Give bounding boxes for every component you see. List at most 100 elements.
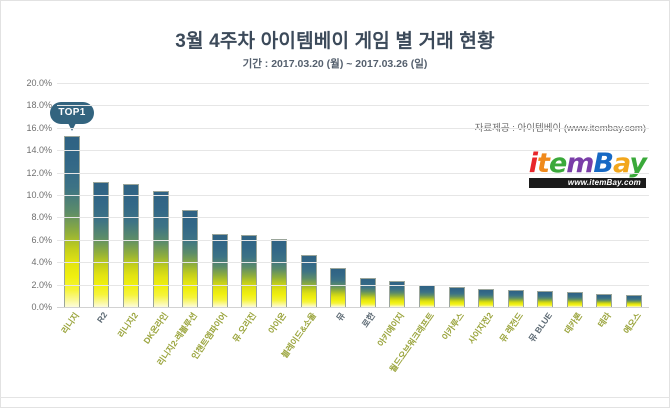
bar[interactable]	[300, 255, 317, 307]
plot-area: TOP1	[50, 83, 649, 308]
x-axis-tick-label: 뮤 오리진	[230, 310, 259, 344]
y-axis-tick-label: 0.0%	[31, 302, 52, 312]
bar[interactable]	[211, 234, 228, 307]
logo-letter-t: t	[537, 148, 550, 179]
y-axis-tick-label: 18.0%	[26, 100, 52, 111]
bar[interactable]	[478, 289, 495, 307]
bar-column[interactable]	[146, 83, 176, 307]
x-axis-label-cell: 로한	[353, 308, 383, 394]
x-axis-labels: 리니지 R2 리니지2 DK온라인 리니지2-레볼루션 인챈트엠파이어 뮤 오리진 아이온 블레…	[57, 308, 649, 394]
logo-letter-m: m	[566, 148, 594, 179]
bar[interactable]	[330, 267, 347, 307]
bar-column[interactable]	[471, 83, 501, 307]
x-axis-tick-label: 로한	[359, 310, 377, 330]
bar[interactable]	[507, 290, 524, 307]
gridline	[57, 195, 649, 196]
x-axis-label-cell: 뮤 레전드	[497, 308, 531, 394]
y-axis-tick-label: 12.0%	[26, 167, 52, 178]
bar-column[interactable]	[501, 83, 531, 307]
x-axis-label-cell: 블레이드&소울	[279, 308, 324, 394]
bar-series: TOP1	[50, 83, 649, 307]
bar-column[interactable]	[205, 83, 235, 307]
bar[interactable]	[596, 293, 613, 307]
bar[interactable]	[182, 209, 199, 307]
logo-url: www.itemBay.com	[528, 178, 646, 188]
bar-column[interactable]	[294, 83, 324, 307]
logo-letter-a: a	[613, 148, 630, 179]
y-axis: 20.0% 18.0% 16.0% 14.0% 12.0% 10.0% 8.0% 6.0% 4.…	[0, 78, 52, 312]
x-axis-tick-label: 뮤 레전드	[497, 310, 525, 344]
bar[interactable]	[241, 235, 258, 307]
x-axis-tick-label: 데카론	[562, 310, 584, 336]
bar[interactable]	[418, 284, 435, 307]
x-axis-label-cell: 뮤	[323, 308, 353, 394]
gridline	[57, 217, 649, 219]
gridline	[57, 284, 649, 286]
bar-column[interactable]	[590, 83, 620, 307]
y-axis-tick-label: 4.0%	[31, 257, 52, 268]
bar-column[interactable]	[619, 83, 649, 307]
bar[interactable]	[566, 292, 583, 307]
gridline	[57, 262, 649, 264]
footer-divider	[0, 397, 670, 398]
bar-column[interactable]	[442, 83, 472, 307]
bar-column[interactable]	[531, 83, 561, 307]
bar[interactable]	[122, 183, 139, 307]
bar[interactable]	[152, 190, 169, 307]
x-axis-tick-label: 아이온	[266, 310, 288, 336]
x-axis-tick-label: 리니지	[59, 310, 81, 336]
y-axis-tick-label: 10.0%	[26, 190, 52, 200]
x-axis-tick-label: R2	[95, 310, 110, 325]
page-subtitle: 기간 : 2017.03.20 (월) ~ 2017.03.26 (일)	[242, 58, 428, 70]
logo-letter-y: y	[629, 148, 647, 179]
bar-column[interactable]	[235, 83, 265, 307]
x-axis-label-cell: 인챈트엠파이어	[189, 308, 235, 394]
x-axis-label-cell: 리니지	[57, 308, 87, 394]
bar-column[interactable]	[175, 83, 205, 307]
logo-letter-e: e	[548, 148, 567, 179]
bar-column[interactable]	[323, 83, 353, 307]
x-axis-label-cell: 이카루스	[439, 308, 472, 394]
bar-column[interactable]	[264, 83, 294, 307]
x-axis-label-cell: 테라	[590, 308, 620, 394]
gridline	[57, 127, 649, 129]
y-axis-tick-label: 14.0%	[26, 145, 52, 156]
bar-column[interactable]	[560, 83, 590, 307]
x-axis-tick-label: 뮤	[334, 310, 348, 323]
bar[interactable]	[270, 238, 287, 307]
x-axis-label-cell: 월드오브워크래프트	[387, 308, 442, 394]
bar-column[interactable]	[87, 83, 117, 307]
x-axis-tick-label: 테라	[596, 310, 614, 330]
x-axis-tick-label: 리니지2	[115, 310, 140, 340]
bar-column[interactable]	[383, 83, 413, 307]
gridline	[57, 172, 649, 174]
bar[interactable]	[537, 291, 554, 307]
x-axis-label-cell: 뮤 BLUE	[527, 308, 561, 394]
x-axis-tick-label: 에오스	[621, 310, 644, 336]
bar[interactable]	[63, 135, 80, 307]
bar-column[interactable]: TOP1	[50, 83, 94, 307]
y-axis-tick-label: 16.0%	[26, 122, 52, 133]
bar[interactable]	[93, 181, 110, 307]
logo-letter-B: B	[593, 148, 614, 179]
bar[interactable]	[448, 286, 465, 307]
logo-wordmark: itemBay	[528, 148, 647, 179]
y-axis-tick-label: 8.0%	[31, 212, 52, 223]
gridline	[57, 239, 649, 241]
y-axis-tick-label: 2.0%	[31, 279, 52, 290]
page-title: 3월 4주차 아이템베이 게임 별 거래 현황	[175, 31, 495, 52]
x-axis-label-cell: R2	[87, 308, 117, 394]
y-axis-tick-label: 6.0%	[31, 234, 52, 245]
bar[interactable]	[359, 277, 376, 307]
bar-column[interactable]	[116, 83, 146, 307]
x-axis-label-cell: 사이지전2	[466, 308, 501, 394]
gridline	[57, 105, 649, 107]
x-axis-tick-label: 이카루스	[439, 310, 466, 342]
x-axis-tick-label: 뮤 BLUE	[526, 310, 555, 344]
top1-badge: TOP1	[50, 101, 94, 131]
bar[interactable]	[389, 281, 406, 307]
y-axis-tick-label: 20.0%	[26, 78, 52, 88]
logo-letter-i: i	[528, 148, 538, 179]
bar[interactable]	[626, 294, 643, 307]
